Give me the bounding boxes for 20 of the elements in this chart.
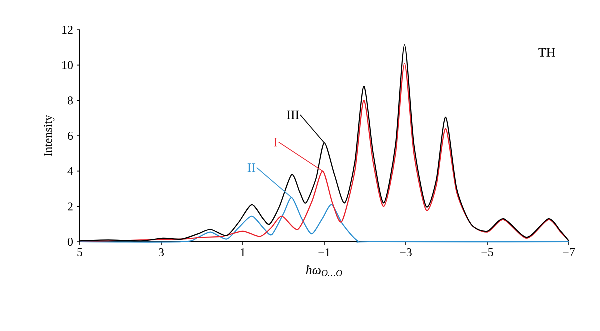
annotation: TH [538,48,556,57]
y-tick-label: 4 [68,167,74,176]
y-tick-label: 8 [68,96,74,105]
y-tick-label: 6 [68,132,74,140]
text: III [287,110,300,120]
x-tick-label: −7 [563,248,576,256]
y-tick-label: 2 [68,202,73,211]
x-tick-label: 1 [241,248,246,256]
y-tick-label: 0 [68,238,74,246]
x-axis-title: ħω$_{O…O}$ [306,265,342,276]
x-tick-label: −5 [482,248,494,256]
x-tick-label: −3 [400,248,412,257]
text: II [248,164,256,172]
y-tick-label: 10 [62,61,74,70]
x-tick-label: −1 [318,248,330,256]
x-tick-label: 3 [159,248,164,257]
y-tick-label: 12 [62,26,73,34]
y-axis-title: Intensity [44,115,55,156]
text: I [274,138,278,147]
x-tick-label: 5 [78,248,83,256]
